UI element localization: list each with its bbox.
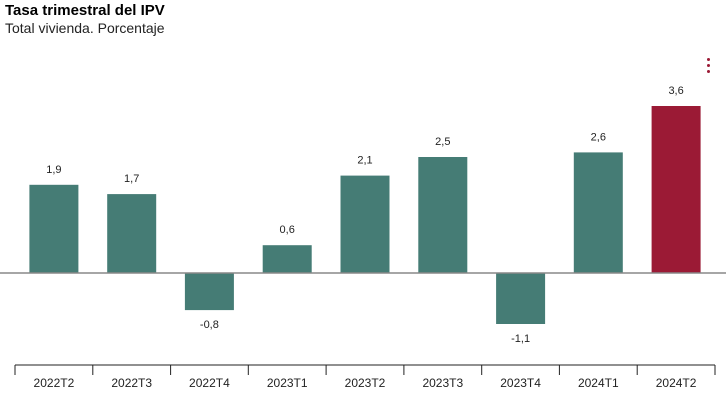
x-tick-label: 2022T2 bbox=[34, 376, 75, 390]
data-label: 3,6 bbox=[668, 85, 683, 97]
x-tick-label: 2024T2 bbox=[656, 376, 697, 390]
data-label: 2,5 bbox=[435, 136, 450, 148]
menu-dot bbox=[707, 70, 710, 73]
bar-2024T1 bbox=[573, 152, 623, 273]
data-label: 0,6 bbox=[280, 224, 295, 236]
menu-dot bbox=[707, 64, 710, 67]
data-label: 2,6 bbox=[591, 131, 606, 143]
data-label: -0,8 bbox=[200, 319, 219, 331]
x-tick-label: 2024T1 bbox=[578, 376, 619, 390]
data-label: 1,7 bbox=[124, 173, 139, 185]
bar-2023T1 bbox=[262, 245, 312, 273]
bar-2022T3 bbox=[107, 194, 157, 273]
bar-2023T3 bbox=[418, 157, 468, 273]
x-tick-label: 2022T4 bbox=[189, 376, 230, 390]
data-label: 2,1 bbox=[357, 155, 372, 167]
chart-title: Tasa trimestral del IPV bbox=[5, 2, 165, 19]
bar-2022T2 bbox=[29, 184, 79, 273]
data-label: -1,1 bbox=[511, 333, 530, 345]
x-tick-label: 2023T2 bbox=[345, 376, 386, 390]
bar-2022T4 bbox=[184, 273, 234, 311]
bar-2023T2 bbox=[340, 175, 390, 273]
chart-subtitle: Total vivienda. Porcentaje bbox=[5, 20, 165, 36]
x-tick-label: 2023T4 bbox=[500, 376, 541, 390]
data-label: 1,9 bbox=[46, 164, 61, 176]
x-tick-label: 2022T3 bbox=[111, 376, 152, 390]
bar-2024T2 bbox=[651, 106, 701, 273]
x-tick-label: 2023T1 bbox=[267, 376, 308, 390]
menu-dot bbox=[707, 58, 710, 61]
x-tick-label: 2023T3 bbox=[422, 376, 463, 390]
kebab-menu-icon[interactable] bbox=[705, 58, 713, 76]
bar-2023T4 bbox=[496, 273, 546, 324]
